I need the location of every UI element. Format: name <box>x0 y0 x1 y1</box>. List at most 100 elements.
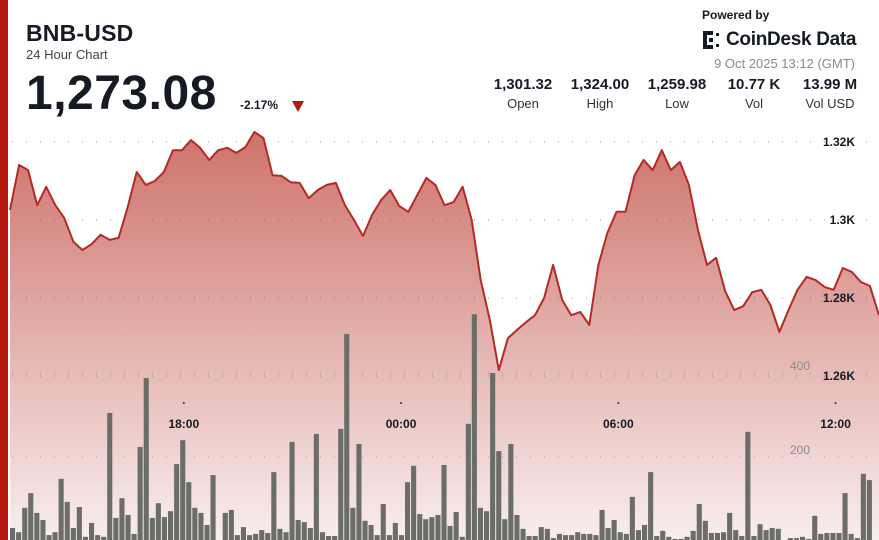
volume-bar <box>89 522 95 540</box>
volume-bar <box>635 530 641 540</box>
volume-bar <box>654 536 660 540</box>
chart-subtitle: 24 Hour Chart <box>26 47 108 62</box>
volume-bar <box>848 533 854 540</box>
volume-bar <box>16 532 22 540</box>
volume-bar <box>326 536 332 540</box>
volume-bar <box>392 522 398 540</box>
volume-bar <box>411 465 417 540</box>
volume-bar <box>824 533 830 540</box>
volume-bar <box>842 493 848 540</box>
volume-bar <box>10 528 16 540</box>
volume-bar <box>787 538 793 540</box>
volume-bar <box>866 480 872 540</box>
price-area <box>10 131 879 540</box>
volume-bar <box>344 333 350 540</box>
volume-bar <box>417 514 423 540</box>
volume-bar <box>70 528 76 540</box>
powered-by-label: Powered by <box>702 8 770 22</box>
volume-bar <box>538 527 544 540</box>
volume-bar <box>289 441 295 540</box>
volume-bar <box>277 528 283 540</box>
stat-open: 1,301.32 Open <box>483 76 563 111</box>
volume-bar <box>137 446 143 540</box>
accent-bar <box>0 0 8 540</box>
volume-bar <box>265 533 271 540</box>
volume-bar <box>95 535 101 540</box>
volume-bar <box>757 524 763 540</box>
stat-value: 1,301.32 <box>493 76 553 93</box>
volume-bar <box>350 507 356 540</box>
volume-bar <box>319 532 325 540</box>
volume-bar <box>52 532 58 540</box>
volume-bar <box>660 530 666 540</box>
coindesk-logo-icon <box>703 31 719 49</box>
volume-bar <box>58 478 64 540</box>
volume-bar <box>332 536 338 540</box>
price-tick-label: 1.32K <box>823 135 855 149</box>
volume-bar <box>666 536 672 540</box>
volume-bar <box>174 464 180 540</box>
volume-bar <box>623 533 629 540</box>
price-tick-label: 1.3K <box>830 213 856 227</box>
volume-bar <box>295 520 301 540</box>
timestamp: 9 Oct 2025 13:12 (GMT) <box>714 56 855 71</box>
volume-bar <box>702 520 708 540</box>
volume-bar <box>575 532 581 540</box>
time-tick-label: 00:00 <box>386 417 417 431</box>
volume-bar <box>356 444 362 540</box>
volume-bar <box>496 451 502 540</box>
down-arrow-icon <box>292 101 304 112</box>
time-tick-label: 06:00 <box>603 417 634 431</box>
volume-bar <box>550 538 556 540</box>
volume-bar <box>168 511 174 540</box>
volume-bar <box>860 473 866 540</box>
current-price: 1,273.08 <box>26 67 217 120</box>
volume-bar <box>793 538 799 540</box>
stat-label: Vol <box>744 96 764 111</box>
stat-label: Open <box>507 96 539 111</box>
volume-bar <box>751 536 757 540</box>
brand-name: CoinDesk Data <box>726 29 857 50</box>
volume-bar <box>423 519 429 540</box>
volume-bar <box>544 528 550 540</box>
volume-bar <box>22 507 28 540</box>
volume-bar <box>101 536 107 540</box>
time-tick-label: 18:00 <box>168 417 199 431</box>
volume-bar <box>253 533 259 540</box>
stat-low: 1,259.98 Low <box>637 76 717 111</box>
coindesk-logo: CoinDesk Data <box>702 29 857 51</box>
volume-bar <box>745 431 751 540</box>
volume-bar <box>605 528 611 540</box>
stat-value: 1,259.98 <box>647 76 707 93</box>
volume-bar <box>143 378 149 540</box>
volume-bar <box>313 433 319 540</box>
volume-bar <box>198 512 204 540</box>
volume-bar <box>484 511 490 540</box>
volume-bar <box>362 520 368 540</box>
volume-bar <box>642 525 648 540</box>
stat-label: Low <box>665 96 689 111</box>
volume-bar <box>210 475 216 540</box>
volume-bar <box>806 538 812 540</box>
price-line <box>9 130 879 372</box>
volume-bar <box>556 533 562 540</box>
stat-label: High <box>586 96 614 111</box>
time-tick-mark <box>182 402 185 404</box>
time-tick-mark <box>400 402 403 404</box>
volume-bar <box>854 538 860 540</box>
volume-bar <box>40 520 46 540</box>
volume-bar <box>186 482 192 540</box>
volume-bar <box>119 498 125 540</box>
volume-bar <box>149 517 155 540</box>
volume-bar <box>599 509 605 540</box>
volume-bar <box>405 482 411 540</box>
stat-vol-usd: 13.99 M Vol USD <box>790 76 870 111</box>
volume-bar <box>477 507 483 540</box>
volume-bar <box>435 515 441 540</box>
stat-value: 13.99 M <box>802 76 858 93</box>
volume-bar <box>714 533 720 540</box>
volume-bar <box>447 525 453 540</box>
volume-bar <box>727 512 733 540</box>
volume-bar <box>76 507 82 540</box>
volume-bar <box>672 538 678 540</box>
